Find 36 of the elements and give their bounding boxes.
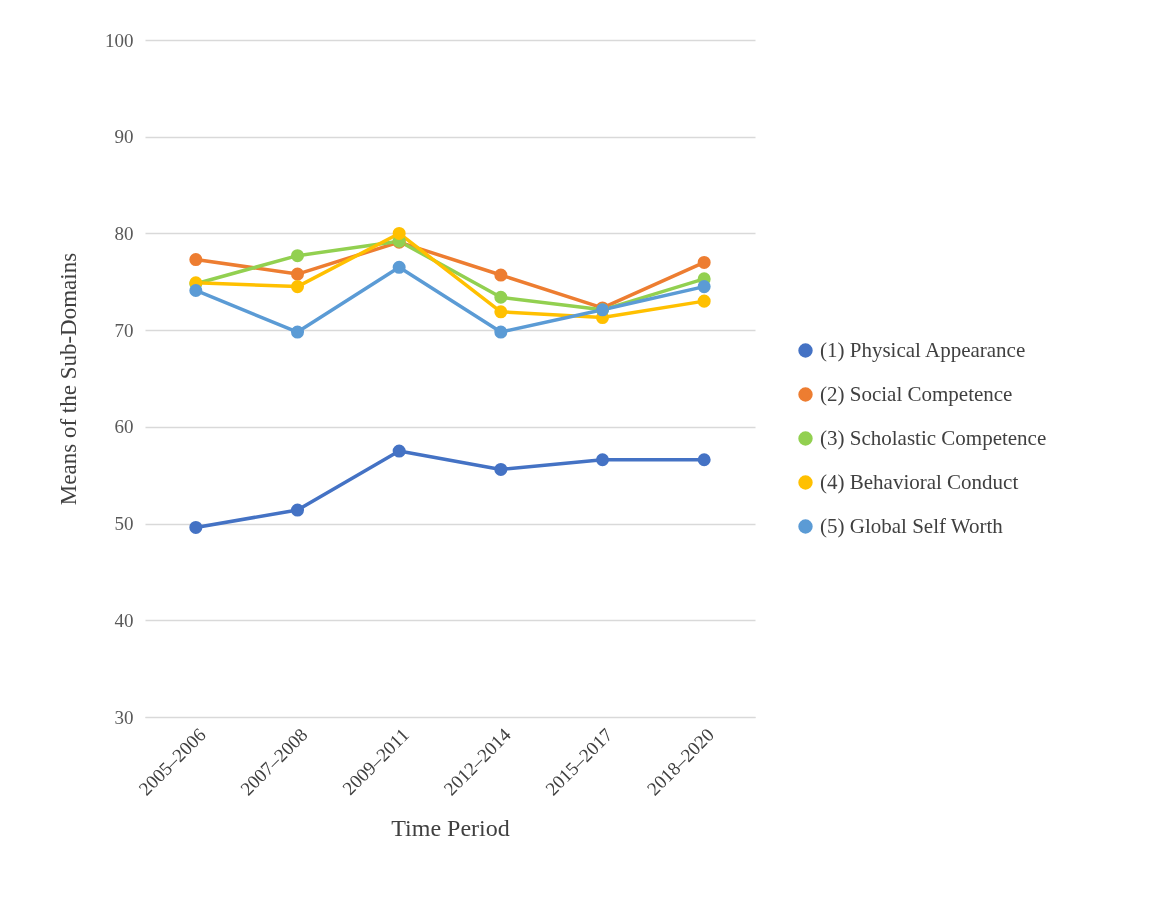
point: [494, 305, 508, 319]
y-tick-label: 80: [114, 222, 134, 244]
point: [189, 520, 203, 534]
y-tick-label: 60: [114, 416, 134, 438]
point: [697, 280, 711, 294]
point: [494, 462, 508, 476]
legend-label: (1) Physical Appearance: [820, 337, 1026, 362]
point: [189, 253, 203, 267]
point: [290, 267, 305, 281]
point: [392, 444, 406, 458]
legend-label: (2) Social Competence: [820, 381, 1013, 406]
y-tick-label: 30: [114, 706, 134, 728]
y-tick-label: 90: [114, 126, 134, 148]
y-axis-title: Means of the Sub-Domains: [56, 252, 81, 506]
point: [494, 268, 508, 282]
point: [595, 453, 610, 467]
point: [392, 260, 406, 274]
y-tick-label: 100: [105, 29, 134, 51]
y-tick-label: 50: [114, 513, 134, 535]
point: [697, 294, 711, 308]
legend-label: (3) Scholastic Competence: [820, 425, 1047, 450]
point: [494, 290, 508, 304]
point: [290, 280, 305, 294]
point: [290, 325, 305, 339]
y-tick-label: 70: [114, 319, 134, 341]
point: [189, 283, 203, 297]
legend-label: (4) Behavioral Conduct: [820, 469, 1019, 494]
legend-label: (5) Global Self Worth: [820, 513, 1004, 538]
y-tick-label: 40: [114, 609, 134, 631]
point: [290, 503, 305, 517]
x-axis-title: Time Period: [391, 815, 510, 842]
point: [392, 226, 406, 240]
point: [494, 325, 508, 339]
point: [290, 249, 305, 263]
point: [697, 453, 711, 467]
point: [697, 255, 711, 269]
